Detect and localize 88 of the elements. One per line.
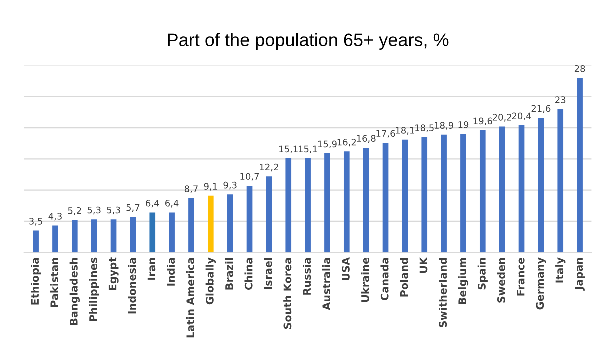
bar (130, 217, 136, 253)
x-tick-label: Ukraine (361, 258, 370, 302)
bar (460, 134, 466, 253)
bar (518, 126, 525, 253)
x-tick-label: Poland (400, 258, 408, 297)
bar (324, 154, 330, 253)
bar (188, 198, 194, 253)
bar (91, 220, 98, 253)
x-tick-label: Latin America (186, 258, 195, 338)
x-tick-label: Switherland (439, 258, 448, 328)
data-label: 17,6 (376, 130, 396, 138)
data-label: 5,3 (107, 206, 120, 215)
bar (480, 130, 486, 253)
data-label: 18,5 (416, 124, 434, 132)
bar (441, 134, 447, 253)
bar (363, 148, 370, 253)
x-tick-label: Israel (264, 258, 272, 290)
data-label: 18,9 (434, 122, 454, 130)
data-label: 4,3 (48, 213, 62, 221)
x-tick-label: China (244, 258, 253, 290)
chart-title: Part of the population 65+ years, % (168, 33, 449, 50)
bar (538, 118, 544, 253)
x-tick-label: France (517, 258, 525, 296)
data-label: 15,9 (318, 140, 337, 149)
x-tick-label: Italy (556, 258, 566, 283)
bar (72, 220, 78, 253)
data-label: 20,4 (512, 112, 532, 121)
data-label: 18,1 (396, 127, 414, 135)
data-label: 9,3 (224, 182, 237, 190)
x-tick-label: Indonesia (128, 258, 136, 314)
data-label: 19,6 (474, 118, 492, 126)
x-tick-label: Ethiopia (31, 258, 42, 305)
bar (305, 158, 311, 253)
data-label: 20,2 (492, 114, 512, 122)
x-tick-label: Australia (322, 258, 330, 310)
x-tick-label: Egypt (108, 258, 119, 290)
bar (577, 78, 583, 253)
data-label: 21,6 (532, 105, 551, 114)
bar (150, 212, 156, 253)
data-label: 6,4 (166, 200, 179, 208)
x-tick-label: Brazil (225, 258, 234, 290)
bar (402, 140, 408, 253)
bar (266, 176, 272, 253)
data-label: 8,7 (184, 186, 198, 194)
data-label: 19 (458, 122, 469, 128)
bar (499, 126, 506, 253)
x-tick-label: Canada (380, 258, 389, 301)
data-label: 16,2 (338, 138, 356, 147)
bar (286, 158, 292, 253)
x-tick-label: Iran (148, 258, 156, 280)
data-label: 10,7 (240, 173, 260, 181)
data-label: 5,3 (88, 206, 101, 215)
bar (52, 226, 58, 253)
data-label: 3,5 (30, 218, 42, 226)
bar (169, 212, 175, 253)
bar (558, 109, 564, 253)
x-tick-label: Germany (536, 258, 546, 310)
data-label: 23 (556, 96, 566, 104)
data-label: 12,2 (260, 164, 278, 172)
bar (227, 194, 234, 253)
bar (382, 142, 389, 253)
data-label: 15,1 (280, 146, 298, 154)
x-tick-label: India (167, 258, 176, 286)
x-tick-label: Pakistan (50, 258, 59, 307)
data-label: 28 (574, 65, 586, 72)
data-label: 16,8 (357, 135, 376, 143)
data-label: 9,1 (204, 183, 218, 191)
x-tick-label: South Korea (284, 258, 292, 330)
x-tick-label: Globally (206, 258, 216, 305)
x-tick-label: Belgium (458, 258, 469, 304)
bar (422, 137, 428, 253)
x-tick-label: Spain (478, 258, 488, 290)
data-label: 6,4 (146, 200, 160, 208)
bar (246, 186, 253, 253)
x-tick-label: Russia (303, 258, 312, 295)
x-tick-label: UK (420, 257, 428, 274)
data-label: 15,1 (298, 146, 318, 154)
bar (208, 196, 214, 253)
bar (344, 152, 350, 253)
x-tick-label: Philippines (89, 258, 100, 322)
x-tick-label: Japan (575, 258, 586, 291)
x-tick-label: Sweden (497, 258, 506, 303)
x-tick-label: USA (342, 257, 350, 281)
x-tick-label: Bangladesh (70, 258, 80, 326)
bar (110, 220, 117, 253)
bar (33, 230, 39, 253)
data-label: 5,7 (126, 204, 140, 212)
data-label: 5,2 (68, 207, 82, 216)
